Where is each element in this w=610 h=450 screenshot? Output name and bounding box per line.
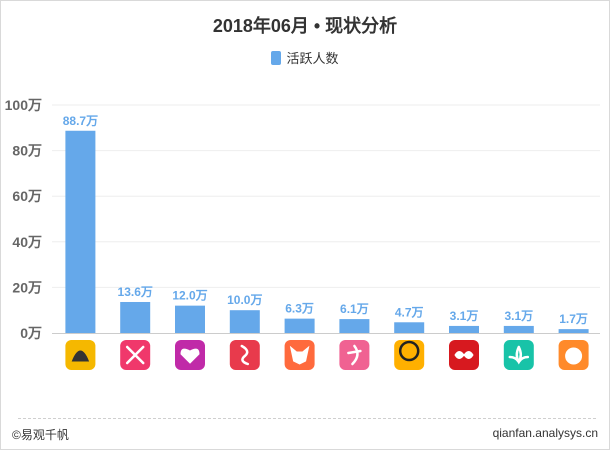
data-label: 1.7万 <box>559 312 588 326</box>
footer-source: ©易观千帆 <box>12 428 69 442</box>
bar <box>120 301 151 333</box>
figure-icon <box>229 340 260 370</box>
bar <box>503 325 534 333</box>
fox-icon <box>284 340 315 370</box>
legend-label: 活跃人数 <box>286 51 339 66</box>
y-tick-label: 40万 <box>12 234 42 250</box>
bar <box>449 325 479 333</box>
bar <box>394 322 425 333</box>
y-tick-label: 100万 <box>5 97 42 113</box>
crossed-tools-icon <box>120 340 151 370</box>
data-label: 4.7万 <box>395 305 424 319</box>
dancer-icon <box>339 340 370 370</box>
y-tick-label: 60万 <box>12 188 42 204</box>
y-tick-label: 0万 <box>20 325 42 341</box>
y-tick-label: 80万 <box>12 143 42 159</box>
infinity-heart-icon <box>449 340 479 370</box>
banana-icon <box>65 340 96 370</box>
bar <box>229 310 260 333</box>
bar <box>339 319 370 333</box>
footer-divider <box>18 418 596 419</box>
bar <box>284 318 315 333</box>
data-label: 6.1万 <box>340 302 369 316</box>
lotus-icon <box>503 340 534 370</box>
legend-swatch <box>271 51 282 65</box>
data-label: 88.7万 <box>63 114 98 128</box>
data-label: 3.1万 <box>504 309 533 323</box>
chart-title: 2018年06月 • 现状分析 <box>212 16 398 36</box>
footer-site: qianfan.analysys.cn <box>492 426 598 440</box>
data-label: 12.0万 <box>172 289 207 303</box>
y-tick-label: 20万 <box>12 279 42 295</box>
mascot-icon <box>394 340 425 370</box>
legend[interactable]: 活跃人数 <box>0 48 610 67</box>
bar <box>65 130 96 333</box>
data-label: 3.1万 <box>450 309 479 323</box>
data-label: 10.0万 <box>227 293 262 307</box>
heart-icon <box>175 340 205 370</box>
data-label: 13.6万 <box>118 285 153 299</box>
bar <box>558 329 589 333</box>
bar <box>175 305 205 333</box>
data-label: 6.3万 <box>285 302 314 316</box>
baby-face-icon <box>558 340 589 370</box>
